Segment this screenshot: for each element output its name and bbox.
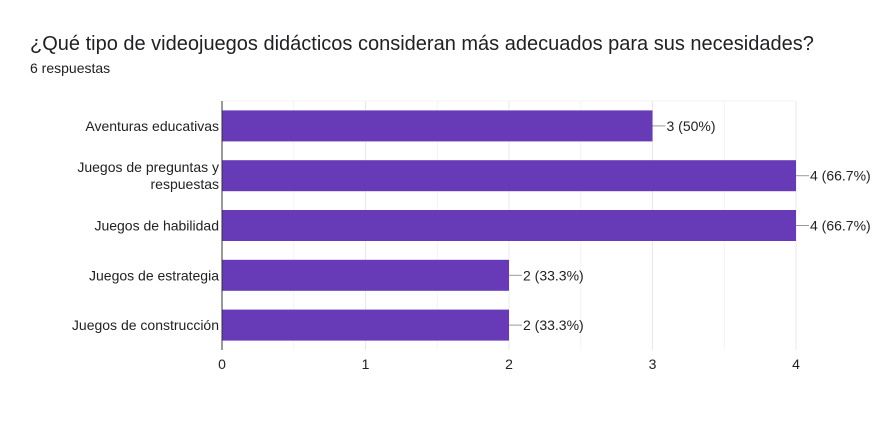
data-label: 2 (33.3%) bbox=[523, 267, 584, 283]
x-tick-label: 4 bbox=[792, 356, 800, 372]
bar bbox=[222, 259, 509, 291]
category-label: Juegos de estrategia bbox=[89, 267, 219, 283]
x-tick-label: 0 bbox=[218, 356, 226, 372]
x-tick-label: 2 bbox=[505, 356, 513, 372]
x-tick-label: 1 bbox=[362, 356, 370, 372]
bar bbox=[222, 309, 509, 341]
data-label: 4 (66.7%) bbox=[810, 168, 871, 184]
category-label: Juegos de habilidad bbox=[94, 218, 219, 234]
data-label: 4 (66.7%) bbox=[810, 218, 871, 234]
bar bbox=[222, 210, 796, 241]
data-label: 2 (33.3%) bbox=[523, 317, 584, 333]
category-label: Aventuras educativas bbox=[85, 118, 219, 134]
data-label: 3 (50%) bbox=[667, 118, 716, 134]
response-count: 6 respuestas bbox=[30, 60, 111, 76]
chart-title: ¿Qué tipo de videojuegos didácticos cons… bbox=[30, 33, 814, 55]
bar bbox=[222, 160, 796, 192]
x-tick-label: 3 bbox=[649, 356, 657, 372]
category-label: Juegos de preguntas y respuestas bbox=[77, 159, 219, 192]
bar bbox=[222, 110, 653, 142]
category-label: Juegos de construcción bbox=[72, 317, 219, 333]
